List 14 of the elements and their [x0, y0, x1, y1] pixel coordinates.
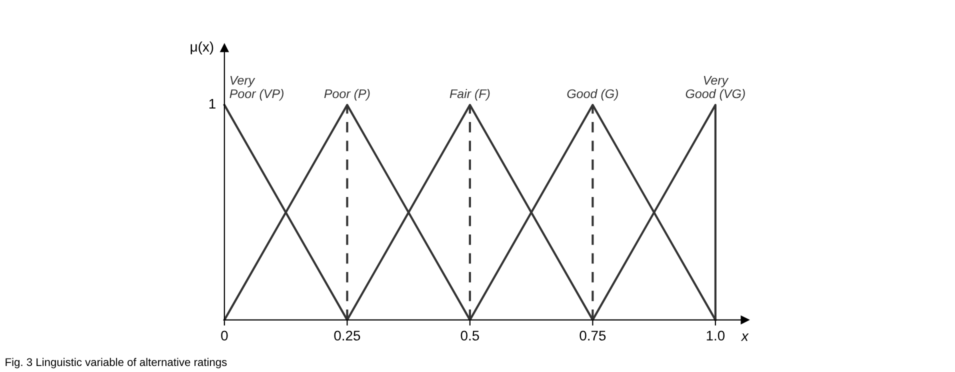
x-tick-label: 0	[221, 330, 228, 341]
x-tick-label: 0.5	[460, 330, 480, 341]
y-axis-title: μ(x)	[190, 42, 214, 54]
series-label: Good (G)	[567, 89, 618, 101]
series-label: Very Poor (VP)	[230, 76, 284, 101]
series-label: Poor (P)	[324, 89, 370, 101]
annotation: 1	[209, 98, 216, 109]
caption: Fig. 3 Linguistic variable of alternative ratings	[6, 358, 227, 368]
x-tick-label: 0.75	[580, 330, 606, 341]
series-label: Fair (F)	[450, 89, 490, 101]
x-tick-label: 1.0	[706, 330, 725, 341]
x-axis-title: x	[740, 334, 749, 341]
x-tick-label: 0.25	[334, 330, 360, 341]
series-label: Very Good (VG)	[686, 76, 745, 101]
